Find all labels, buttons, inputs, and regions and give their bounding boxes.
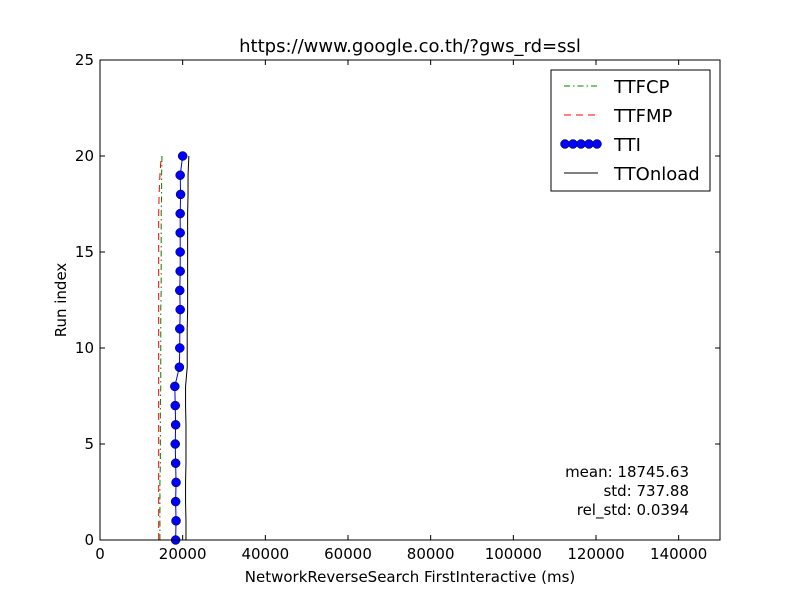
data-point-tti xyxy=(170,381,180,392)
y-tick-label: 20 xyxy=(75,147,94,165)
data-point-tti xyxy=(175,324,185,334)
data-point-tti xyxy=(170,496,181,507)
legend-items: TTFCP TTFMP TTI TTOnload xyxy=(560,77,700,185)
data-point-tti xyxy=(175,285,185,296)
x-tick-label: 60000 xyxy=(324,545,372,563)
y-tick-label: 15 xyxy=(75,243,94,261)
data-point-tti xyxy=(175,189,186,200)
data-point-tti xyxy=(170,420,181,430)
series-line-ttonload xyxy=(185,155,190,540)
legend-marker-tti xyxy=(592,139,602,149)
y-tick-label: 5 xyxy=(84,435,94,453)
stats-mean: mean: 18745.63 xyxy=(565,463,689,481)
legend-marker-tti xyxy=(584,139,594,149)
ticks-layer: 0 20000 40000 60000 80000 100000 120000 140000 0… xyxy=(75,51,720,563)
x-tick-label: 0 xyxy=(95,545,105,563)
legend-label-ttfcp: TTFCP xyxy=(613,77,670,98)
data-point-tti xyxy=(170,439,180,449)
legend-marker-tti xyxy=(576,139,586,149)
stats-rel-std: rel_std: 0.0394 xyxy=(577,501,689,520)
stats-annotation: mean: 18745.63 std: 737.88 rel_std: 0.03… xyxy=(565,463,689,520)
series-layer xyxy=(158,151,190,545)
chart-title: https://www.google.co.th/?gws_rd=ssl xyxy=(239,36,581,57)
data-point-tti xyxy=(175,208,185,219)
legend-label-ttfmp: TTFMP xyxy=(613,106,673,127)
stats-std: std: 737.88 xyxy=(603,482,689,500)
data-point-tti xyxy=(170,458,181,468)
plot-area xyxy=(99,59,721,541)
series-line-ttfmp xyxy=(158,155,162,540)
legend-marker-tti xyxy=(560,139,570,149)
y-tick-label: 0 xyxy=(84,531,94,549)
x-tick-label: 120000 xyxy=(567,545,624,563)
data-point-tti xyxy=(174,362,185,372)
legend: TTFCP TTFMP TTI TTOnload xyxy=(550,69,711,192)
y-tick-label: 25 xyxy=(75,51,94,69)
x-tick-label: 140000 xyxy=(650,545,707,563)
data-point-tti xyxy=(175,228,185,238)
x-tick-label: 100000 xyxy=(485,545,542,563)
data-point-tti xyxy=(175,247,185,257)
data-point-tti xyxy=(170,400,180,411)
data-point-tti xyxy=(175,343,185,353)
data-point-tti xyxy=(171,516,181,526)
y-axis-label: Run index xyxy=(52,263,70,338)
x-tick-label: 80000 xyxy=(407,545,455,563)
x-tick-label: 20000 xyxy=(159,545,207,563)
data-point-tti xyxy=(177,151,188,161)
legend-marker-tti xyxy=(568,139,578,149)
data-point-tti xyxy=(171,477,181,488)
data-point-tti xyxy=(175,266,185,276)
legend-label-ttonload: TTOnload xyxy=(613,164,700,185)
x-tick-label: 40000 xyxy=(241,545,289,563)
legend-label-tti: TTI xyxy=(613,135,641,156)
y-tick-label: 10 xyxy=(75,339,94,357)
x-axis-label: NetworkReverseSearch FirstInteractive (m… xyxy=(245,568,576,586)
legend-box xyxy=(550,69,711,192)
series-line-ttfcp xyxy=(159,155,163,540)
data-point-tti xyxy=(175,170,185,180)
data-point-tti xyxy=(175,304,185,315)
